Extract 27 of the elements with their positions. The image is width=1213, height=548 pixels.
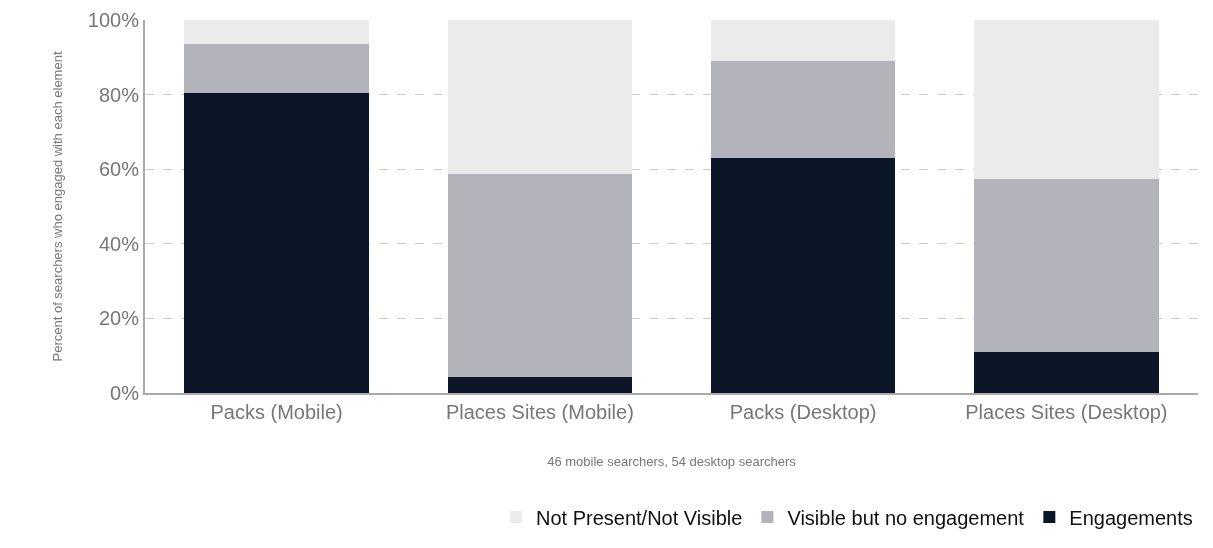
bar <box>974 351 1159 393</box>
bar <box>184 93 369 393</box>
y-tick-label: 0% <box>110 382 140 404</box>
y-tick-label: 40% <box>98 232 140 255</box>
bar <box>710 61 896 159</box>
bar <box>710 20 896 62</box>
legend-label: Engagements <box>1069 506 1193 529</box>
bar <box>184 20 369 45</box>
bar <box>974 178 1159 352</box>
bar <box>184 44 369 94</box>
bar <box>447 376 633 393</box>
y-tick-label: 20% <box>98 307 140 330</box>
y-tick-label: 80% <box>98 83 140 106</box>
bar <box>447 20 633 175</box>
bar <box>974 20 1159 179</box>
x-tick-label: Packs (Mobile) <box>210 401 343 423</box>
legend-label: Visible but no engagement <box>787 506 1025 529</box>
bar <box>710 158 896 393</box>
x-axis-title: 46 mobile searchers, 54 desktop searchers <box>547 454 797 470</box>
x-tick-label: Packs (Desktop) <box>729 401 877 423</box>
y-axis-title: Percent of searchers who engaged with each element <box>50 51 66 362</box>
legend-label: Not Present/Not Visible <box>536 506 743 529</box>
y-tick-label: 60% <box>98 158 140 181</box>
x-tick-label: Places Sites (Mobile) <box>445 401 634 423</box>
x-tick-label: Places Sites (Desktop) <box>965 401 1168 423</box>
bar <box>447 174 633 377</box>
y-tick-label: 100% <box>87 9 140 31</box>
